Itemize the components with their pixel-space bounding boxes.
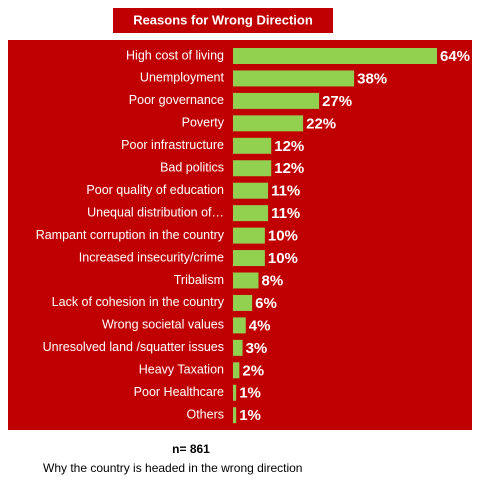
category-label: Unequal distribution of… bbox=[87, 205, 224, 219]
bar bbox=[233, 92, 320, 109]
bar bbox=[233, 272, 259, 289]
bar bbox=[233, 205, 269, 222]
category-label: Poor Healthcare bbox=[134, 385, 224, 399]
value-label: 27% bbox=[322, 93, 352, 110]
category-label: Tribalism bbox=[174, 273, 224, 287]
value-label: 10% bbox=[268, 228, 298, 245]
caption: Why the country is headed in the wrong d… bbox=[43, 461, 302, 475]
bar bbox=[233, 250, 265, 267]
value-label: 3% bbox=[246, 340, 268, 357]
category-label: Heavy Taxation bbox=[139, 363, 224, 377]
category-label: Bad politics bbox=[160, 161, 224, 175]
bar bbox=[233, 160, 272, 177]
value-label: 1% bbox=[239, 407, 261, 424]
value-label: 22% bbox=[306, 115, 336, 132]
value-label: 8% bbox=[262, 272, 284, 289]
category-label: Poverty bbox=[182, 116, 225, 130]
bar bbox=[233, 407, 237, 424]
category-label: Rampant corruption in the country bbox=[36, 228, 225, 242]
category-label: Increased insecurity/crime bbox=[79, 250, 224, 264]
category-label: Others bbox=[186, 407, 224, 421]
bar bbox=[233, 339, 243, 356]
bar bbox=[233, 137, 272, 154]
sample-note: n= 861 bbox=[172, 442, 210, 456]
value-label: 38% bbox=[357, 70, 387, 87]
category-label: Poor infrastructure bbox=[121, 138, 224, 152]
value-label: 12% bbox=[274, 160, 304, 177]
value-label: 10% bbox=[268, 250, 298, 267]
title-box bbox=[113, 8, 333, 33]
value-label: 64% bbox=[440, 48, 470, 65]
value-label: 4% bbox=[249, 317, 271, 334]
bar bbox=[233, 294, 253, 311]
chart-title: Reasons for Wrong Direction bbox=[133, 12, 313, 27]
category-label: High cost of living bbox=[126, 48, 224, 62]
value-label: 1% bbox=[239, 385, 261, 402]
value-label: 11% bbox=[271, 205, 300, 222]
bar bbox=[233, 362, 240, 379]
bar bbox=[233, 384, 237, 401]
value-label: 2% bbox=[242, 362, 264, 379]
category-label: Poor quality of education bbox=[86, 183, 224, 197]
category-label: Lack of cohesion in the country bbox=[52, 295, 225, 309]
bar bbox=[233, 48, 437, 64]
category-label: Poor governance bbox=[129, 93, 224, 107]
category-label: Unresolved land /squatter issues bbox=[43, 340, 224, 354]
category-label: Wrong societal values bbox=[102, 318, 224, 332]
value-label: 12% bbox=[274, 138, 304, 155]
category-label: Unemployment bbox=[140, 71, 225, 85]
bar bbox=[233, 182, 269, 199]
bar bbox=[233, 317, 246, 334]
value-label: 6% bbox=[255, 295, 277, 312]
bar bbox=[233, 115, 304, 132]
value-label: 11% bbox=[271, 183, 300, 200]
bar bbox=[233, 70, 355, 87]
bar bbox=[233, 227, 265, 244]
